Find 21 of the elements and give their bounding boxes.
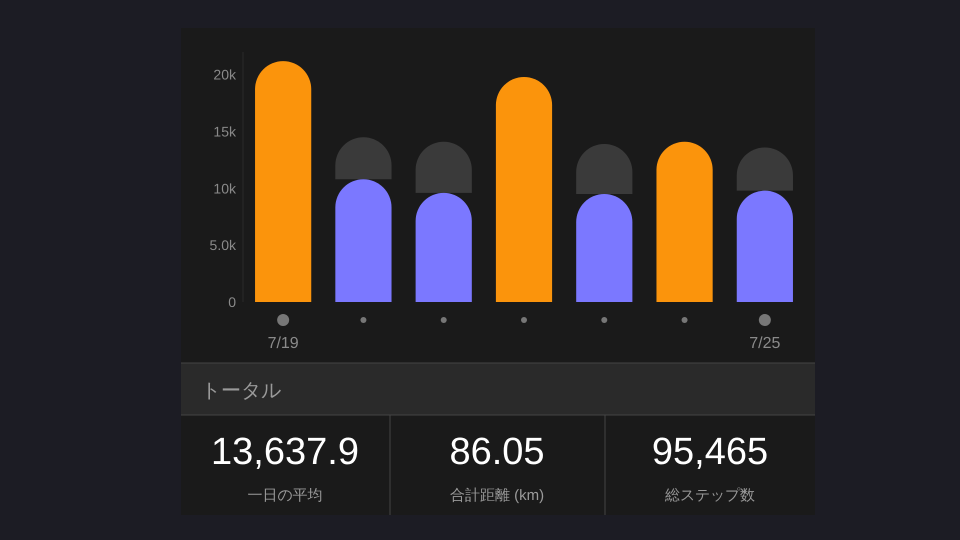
bar	[496, 77, 552, 302]
x-tick-label: 7/19	[268, 335, 299, 352]
text: トータル	[201, 380, 281, 402]
text: 86.05	[449, 431, 545, 473]
text: 一日の平均	[248, 487, 322, 504]
y-tick-label: 10k	[213, 180, 237, 196]
bar	[656, 142, 713, 302]
text: 総ステップ数	[664, 487, 755, 504]
text: 13,637.9	[211, 431, 359, 473]
text: 95,465	[652, 431, 768, 473]
y-tick-label: 20k	[213, 66, 237, 83]
bar	[576, 194, 632, 302]
y-tick-label: 5.0k	[210, 237, 237, 254]
y-tick-label: 15k	[213, 124, 237, 140]
bar	[416, 192, 472, 302]
text: 合計距離 (km)	[450, 487, 544, 504]
bar	[335, 179, 392, 302]
y-tick-label: 0	[228, 294, 236, 310]
bar	[736, 190, 793, 302]
x-tick-label: 7/25	[749, 335, 781, 352]
bar	[255, 61, 312, 302]
